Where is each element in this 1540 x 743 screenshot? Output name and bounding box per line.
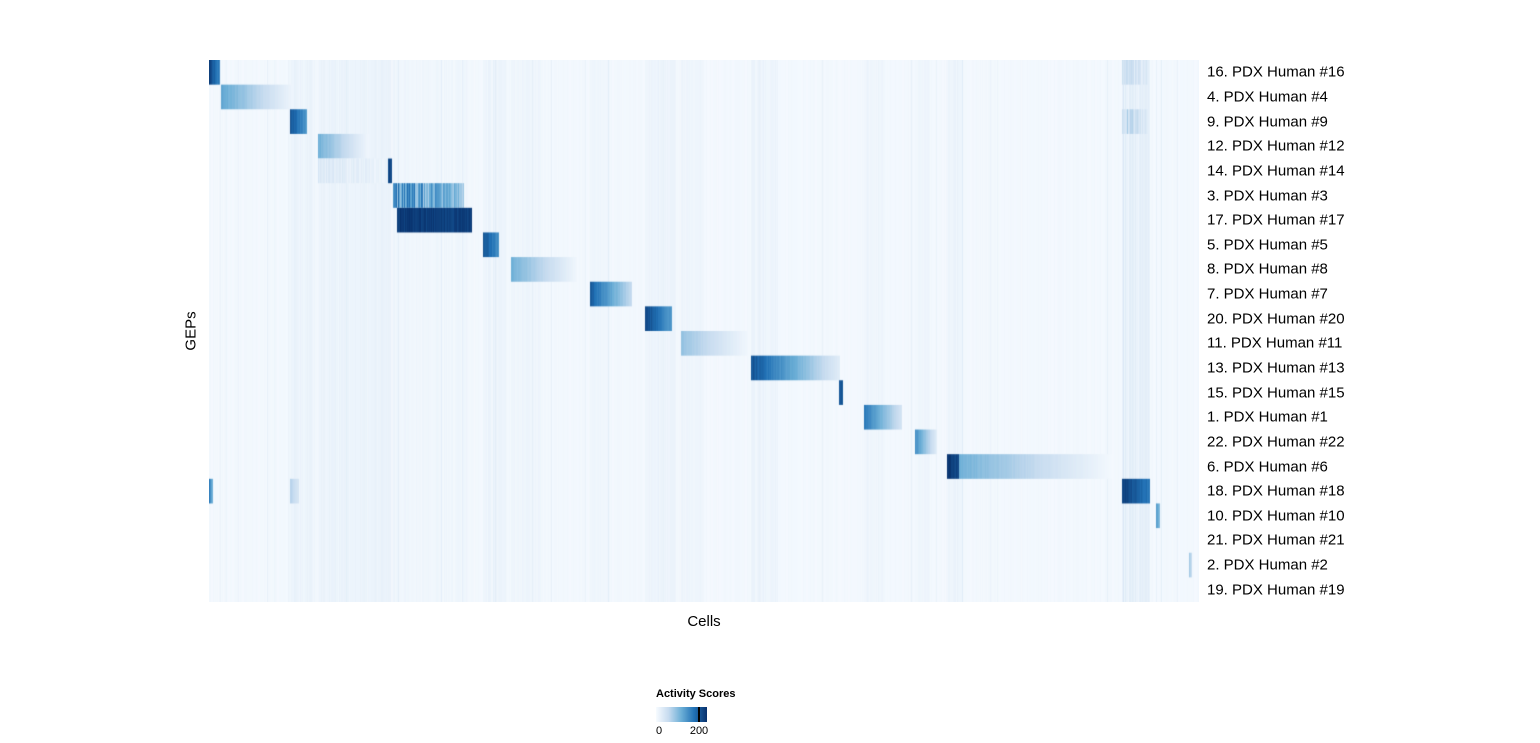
row-label: 13. PDX Human #13 — [1207, 359, 1345, 377]
x-axis-label: Cells — [687, 613, 721, 630]
row-label: 5. PDX Human #5 — [1207, 236, 1328, 254]
row-label: 7. PDX Human #7 — [1207, 285, 1328, 303]
legend-tick-0: 0 — [655, 725, 663, 737]
row-label: 12. PDX Human #12 — [1207, 137, 1345, 155]
legend-gradient-bar — [656, 707, 707, 722]
row-label: 22. PDX Human #22 — [1207, 433, 1345, 451]
y-axis-label: GEPs — [182, 311, 200, 351]
row-label: 9. PDX Human #9 — [1207, 113, 1328, 131]
heatmap-canvas — [209, 60, 1199, 602]
row-label: 21. PDX Human #21 — [1207, 531, 1345, 549]
row-label: 20. PDX Human #20 — [1207, 310, 1345, 328]
row-label: 17. PDX Human #17 — [1207, 211, 1345, 229]
row-label: 19. PDX Human #19 — [1207, 581, 1345, 599]
row-label: 8. PDX Human #8 — [1207, 260, 1328, 278]
row-label: 3. PDX Human #3 — [1207, 187, 1328, 204]
row-label: 11. PDX Human #11 — [1207, 334, 1343, 352]
row-label: 2. PDX Human #2 — [1207, 556, 1328, 574]
row-label: 4. PDX Human #4 — [1207, 88, 1328, 106]
row-label: 16. PDX Human #16 — [1207, 63, 1345, 81]
row-labels: 16. PDX Human #16 4. PDX Human #4 9. PDX H… — [1207, 60, 1537, 602]
row-label: 10. PDX Human #10 — [1207, 507, 1345, 525]
legend: Activity Scores 0 200 — [656, 688, 796, 743]
legend-tick-200: 200 — [689, 725, 709, 737]
legend-title: Activity Scores — [656, 688, 736, 700]
row-label: 15. PDX Human #15 — [1207, 384, 1345, 402]
row-label: 18. PDX Human #18 — [1207, 482, 1345, 500]
row-label: 6. PDX Human #6 — [1207, 458, 1328, 475]
legend-tick-mark-200 — [698, 707, 700, 722]
row-label: 14. PDX Human #14 — [1207, 162, 1345, 180]
row-label: 1. PDX Human #1 — [1207, 408, 1328, 426]
